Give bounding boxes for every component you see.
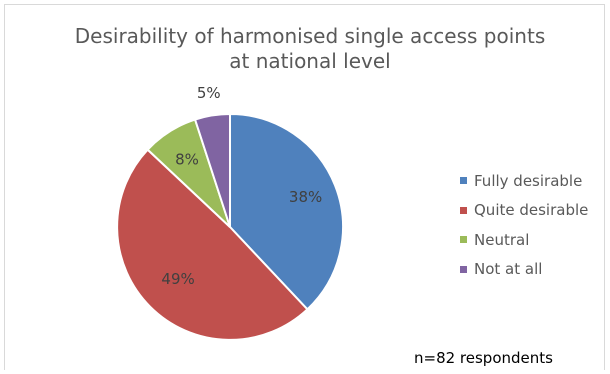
legend-swatch-neutral [460, 236, 467, 243]
legend-label-not-at-all: Not at all [474, 260, 543, 278]
chart-legend: Fully desirable Quite desirable Neutral Not… [460, 172, 588, 290]
chart-title: Desirability of harmonised single access… [0, 24, 610, 74]
data-label-not-at-all: 5% [197, 84, 221, 102]
sample-size-note: n=82 respondents [414, 349, 553, 367]
data-label-quite-desirable: 49% [161, 270, 194, 288]
pie-slice-quite-desirable [116, 148, 309, 341]
pie-slice-fully-desirable [229, 112, 344, 311]
legend-label-neutral: Neutral [474, 230, 530, 249]
data-label-fully-desirable: 38% [289, 188, 322, 206]
legend-label-fully-desirable: Fully desirable [474, 171, 583, 190]
data-label-neutral: 8% [175, 150, 199, 168]
legend-swatch-fully-desirable [460, 177, 467, 184]
legend-item-not-at-all: Not at all [460, 260, 588, 278]
legend-swatch-not-at-all [460, 265, 467, 273]
legend-item-neutral: Neutral [460, 230, 588, 249]
pie-slice-not-at-all [193, 112, 231, 228]
legend-item-fully-desirable: Fully desirable [460, 171, 588, 190]
chart-title-line-2: at national level [229, 49, 391, 73]
legend-swatch-quite-desirable [460, 206, 467, 214]
chart-title-line-1: Desirability of harmonised single access… [74, 24, 546, 48]
legend-item-quite-desirable: Quite desirable [460, 201, 589, 219]
legend-label-quite-desirable: Quite desirable [474, 201, 589, 219]
chart-frame [4, 4, 605, 370]
